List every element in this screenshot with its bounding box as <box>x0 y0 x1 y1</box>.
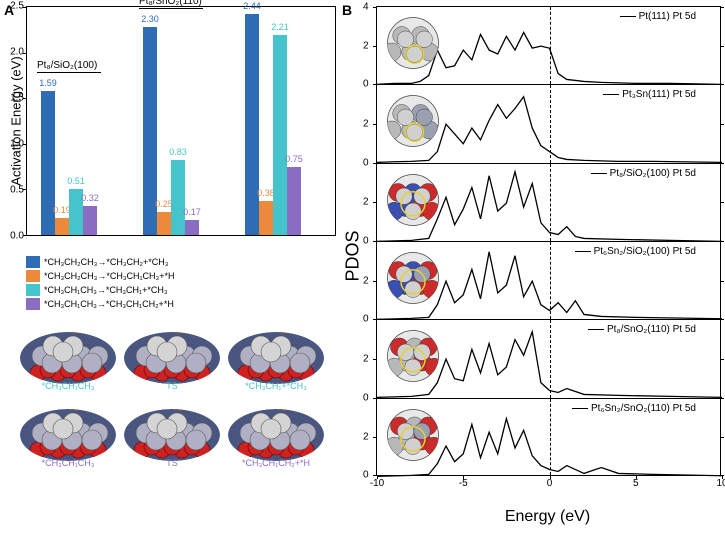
pdos-stack: PDOS 024Pt(111) Pt 5d 02Pt₃Sn(111) Pt 5d… <box>376 6 721 506</box>
bar-legend: *CH₃CH₂CH₃→*CH₃CH₂+*CH₃*CH₃CH₂CH₃→*CH₃CH… <box>26 256 334 310</box>
molecule-models: *CH₃CH₁CH₃ TS *CH₃CH₁+*CH₃ <box>18 318 334 468</box>
panel-a: A Activation Energy (eV) 0.00.51.01.52.0… <box>0 0 340 535</box>
panel-b-label: B <box>342 2 352 18</box>
panel-b: B PDOS 024Pt(111) Pt 5d 02Pt₃Sn(111) Pt … <box>340 0 725 535</box>
bar-chart: Activation Energy (eV) 0.00.51.01.52.02.… <box>26 6 336 236</box>
pdos-ylabel: PDOS <box>343 230 364 281</box>
